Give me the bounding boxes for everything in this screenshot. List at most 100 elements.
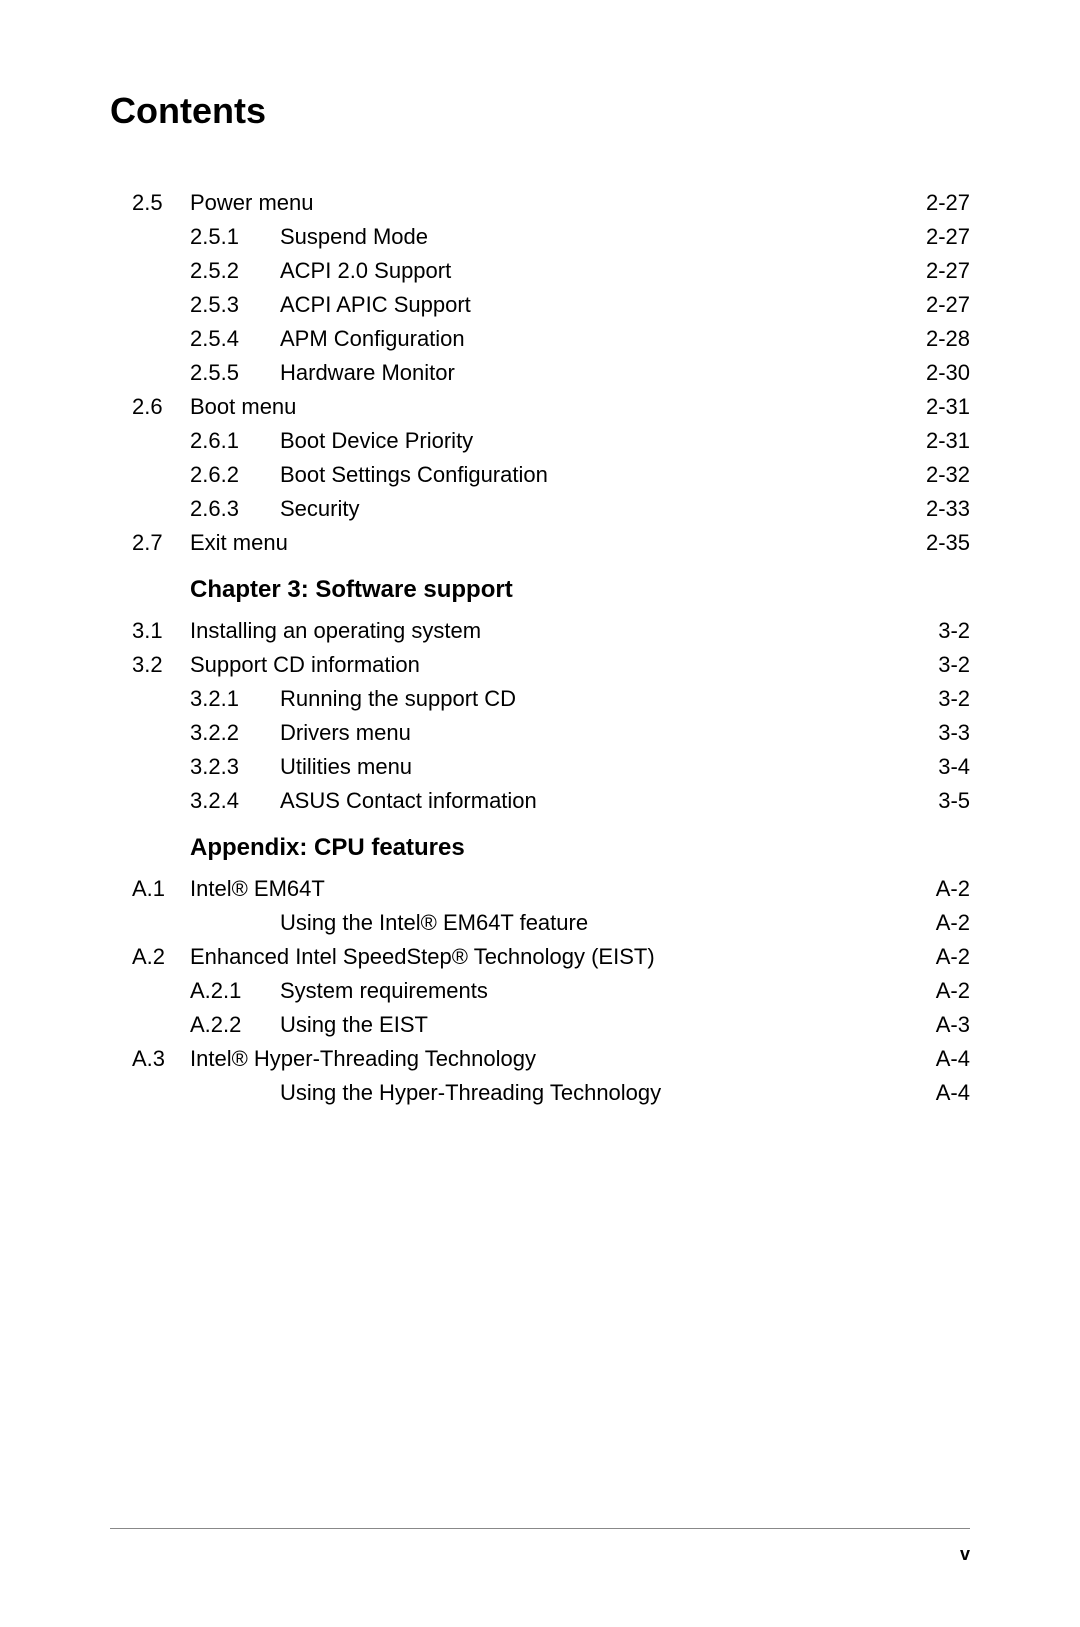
- toc-row-title: Security: [280, 498, 359, 520]
- toc-row-title: Using the Hyper-Threading Technology: [280, 1082, 661, 1104]
- toc-row-page: 2-27: [926, 226, 970, 248]
- toc-row-page: A-4: [936, 1082, 970, 1104]
- toc-row-subnumber: A.2.1: [190, 980, 280, 1002]
- toc-row-title: Support CD information: [190, 654, 420, 676]
- toc-row-title: Suspend Mode: [280, 226, 428, 248]
- toc-row-page: A-3: [936, 1014, 970, 1036]
- toc-row: Using the Hyper-Threading Technology A-4: [110, 1082, 970, 1104]
- toc-row-page: 3-4: [938, 756, 970, 778]
- toc-row-page: 2-31: [926, 396, 970, 418]
- toc-row-page: 3-3: [938, 722, 970, 744]
- toc-row-title: Using the EIST: [280, 1014, 428, 1036]
- toc-row: 2.5.1Suspend Mode 2-27: [110, 226, 970, 248]
- toc-row-page: 2-32: [926, 464, 970, 486]
- toc-row-subnumber: 2.5.5: [190, 362, 280, 384]
- toc-row-page: 2-27: [926, 192, 970, 214]
- toc-row-subnumber: A.2.2: [190, 1014, 280, 1036]
- toc-row-page: A-2: [936, 980, 970, 1002]
- document-page: Contents 2.5Power menu2-272.5.1Suspend M…: [0, 0, 1080, 1627]
- toc-row-number: A.3: [110, 1048, 190, 1070]
- footer-page-number: v: [960, 1544, 970, 1565]
- toc-row-number: 3.2: [110, 654, 190, 676]
- toc-row-subnumber: 2.5.1: [190, 226, 280, 248]
- toc-row-number: 2.5: [110, 192, 190, 214]
- toc-row-number: 2.7: [110, 532, 190, 554]
- toc-row-subnumber: 3.2.2: [190, 722, 280, 744]
- toc-row-title: Boot Settings Configuration: [280, 464, 548, 486]
- toc-row-title: APM Configuration: [280, 328, 465, 350]
- toc-row: 2.5.2ACPI 2.0 Support 2-27: [110, 260, 970, 282]
- toc-row-subnumber: 3.2.4: [190, 790, 280, 812]
- toc-row: A.2Enhanced Intel SpeedStep® Technology …: [110, 946, 970, 968]
- toc-row: 3.2.1Running the support CD 3-2: [110, 688, 970, 710]
- toc-row: 3.2.4ASUS Contact information 3-5: [110, 790, 970, 812]
- toc-row: A.2.2Using the EIST A-3: [110, 1014, 970, 1036]
- toc-row: 2.5.3ACPI APIC Support 2-27: [110, 294, 970, 316]
- toc-row-page: 2-30: [926, 362, 970, 384]
- toc-row-subnumber: 2.5.4: [190, 328, 280, 350]
- toc-row-title: Running the support CD: [280, 688, 516, 710]
- toc-row-page: 2-31: [926, 430, 970, 452]
- toc-row: 2.6.2Boot Settings Configuration 2-32: [110, 464, 970, 486]
- footer-rule: [110, 1528, 970, 1529]
- toc-row: A.2.1System requirements A-2: [110, 980, 970, 1002]
- toc-row-title: Enhanced Intel SpeedStep® Technology (EI…: [190, 946, 655, 968]
- toc-row-subnumber: 2.6.1: [190, 430, 280, 452]
- toc-row-title: Boot menu: [190, 396, 296, 418]
- toc-row: 2.5Power menu 2-27: [110, 192, 970, 214]
- toc-row-page: A-2: [936, 946, 970, 968]
- toc-row: 3.2.2Drivers menu 3-3: [110, 722, 970, 744]
- toc-row-title: Utilities menu: [280, 756, 412, 778]
- toc-row-title: ASUS Contact information: [280, 790, 537, 812]
- toc-row-page: 3-2: [938, 688, 970, 710]
- toc-row-number: 2.6: [110, 396, 190, 418]
- toc-row-page: 3-2: [938, 620, 970, 642]
- toc-row-title: Intel® Hyper-Threading Technology: [190, 1048, 536, 1070]
- toc-row-page: 3-2: [938, 654, 970, 676]
- toc-row-page: 2-27: [926, 294, 970, 316]
- toc-row-title: Installing an operating system: [190, 620, 481, 642]
- toc-row-subnumber: 2.6.2: [190, 464, 280, 486]
- toc-row-title: Power menu: [190, 192, 314, 214]
- toc-row: 2.5.5Hardware Monitor 2-30: [110, 362, 970, 384]
- toc-row-number: 3.1: [110, 620, 190, 642]
- toc-row: 2.6.1Boot Device Priority 2-31: [110, 430, 970, 452]
- toc-row-title: Using the Intel® EM64T feature: [280, 912, 588, 934]
- toc-row-page: 2-33: [926, 498, 970, 520]
- toc-row-title: System requirements: [280, 980, 488, 1002]
- toc-row: A.3Intel® Hyper-Threading Technology A-4: [110, 1048, 970, 1070]
- toc-row: 3.2Support CD information 3-2: [110, 654, 970, 676]
- toc-row-title: Intel® EM64T: [190, 878, 325, 900]
- toc-row: 3.2.3Utilities menu 3-4: [110, 756, 970, 778]
- toc-row-number: A.1: [110, 878, 190, 900]
- table-of-contents: 2.5Power menu2-272.5.1Suspend Mode2-272.…: [110, 192, 970, 1104]
- toc-row-title: ACPI 2.0 Support: [280, 260, 451, 282]
- toc-row-subnumber: 2.5.2: [190, 260, 280, 282]
- toc-row: 3.1Installing an operating system 3-2: [110, 620, 970, 642]
- toc-row-subnumber: 2.6.3: [190, 498, 280, 520]
- toc-row-page: 2-28: [926, 328, 970, 350]
- toc-row: 2.6Boot menu 2-31: [110, 396, 970, 418]
- toc-row-page: A-2: [936, 912, 970, 934]
- toc-row-subnumber: 3.2.3: [190, 756, 280, 778]
- toc-row: 2.5.4APM Configuration 2-28: [110, 328, 970, 350]
- toc-row-page: A-4: [936, 1048, 970, 1070]
- toc-row-subnumber: 2.5.3: [190, 294, 280, 316]
- toc-row: 2.7Exit menu 2-35: [110, 532, 970, 554]
- toc-row-title: Drivers menu: [280, 722, 411, 744]
- toc-row: A.1Intel® EM64TA-2: [110, 878, 970, 900]
- toc-row-title: ACPI APIC Support: [280, 294, 471, 316]
- toc-row-title: Exit menu: [190, 532, 288, 554]
- page-title: Contents: [110, 90, 970, 132]
- toc-row-title: Boot Device Priority: [280, 430, 473, 452]
- toc-row-title: Hardware Monitor: [280, 362, 455, 384]
- toc-row-number: A.2: [110, 946, 190, 968]
- toc-row-page: 2-35: [926, 532, 970, 554]
- toc-section-header: Appendix: CPU features: [110, 836, 970, 860]
- toc-row: Using the Intel® EM64T feature A-2: [110, 912, 970, 934]
- toc-row-page: 2-27: [926, 260, 970, 282]
- toc-row: 2.6.3Security 2-33: [110, 498, 970, 520]
- toc-row-page: 3-5: [938, 790, 970, 812]
- toc-section-header: Chapter 3: Software support: [110, 578, 970, 602]
- toc-row-subnumber: 3.2.1: [190, 688, 280, 710]
